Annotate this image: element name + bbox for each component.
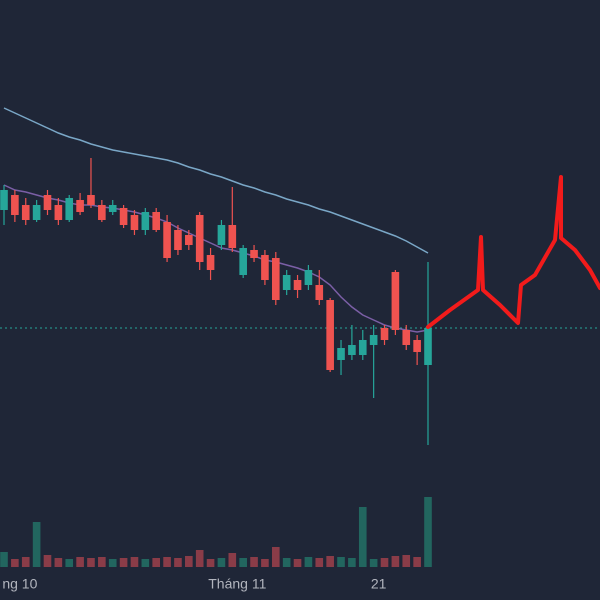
candle-body	[326, 300, 334, 370]
candle-body	[348, 345, 356, 355]
x-tick-label: Tháng 11	[208, 576, 266, 592]
volume-bar	[358, 507, 367, 567]
hand-drawn-projection	[426, 175, 600, 329]
candle-body	[108, 205, 117, 212]
volume-bar	[261, 559, 269, 567]
volume-bar	[206, 559, 215, 567]
volume-bar	[217, 558, 226, 567]
volume-bar	[119, 558, 128, 567]
candle-body	[163, 222, 171, 258]
volume-bar	[43, 555, 52, 567]
volume-bar	[163, 557, 171, 567]
candle-body	[337, 348, 345, 360]
candle-body	[195, 215, 204, 262]
candle-body	[413, 340, 421, 352]
volume-bar	[174, 558, 182, 567]
volume-bar	[293, 559, 302, 567]
volume-bar	[98, 557, 106, 567]
volume-bar	[271, 547, 280, 567]
volume-bar	[76, 557, 84, 567]
volume-bar	[402, 555, 411, 567]
moving-average	[3, 107, 429, 254]
candle-body	[32, 205, 41, 220]
candle-body	[424, 328, 432, 365]
volume-bar	[369, 559, 378, 567]
candle-body	[76, 200, 84, 212]
candle-body	[304, 270, 313, 285]
volume-bar	[87, 558, 95, 567]
volume-bar	[130, 557, 139, 567]
candle-body	[87, 195, 95, 205]
volume-bar	[108, 559, 117, 567]
candle-body	[65, 198, 74, 220]
candle-body	[206, 255, 215, 270]
volume-bar	[185, 556, 193, 567]
candle-body	[239, 248, 247, 275]
volume-bar	[304, 557, 313, 567]
volume-bar	[424, 497, 432, 567]
volume-bar	[11, 559, 19, 567]
volume-bar	[54, 558, 63, 567]
candle-body	[369, 335, 378, 345]
volume-bar	[32, 522, 41, 567]
volume-bar	[152, 558, 161, 567]
candle-body	[152, 212, 161, 230]
candle-body	[228, 225, 237, 248]
volume-bar	[65, 559, 74, 567]
candle-body	[185, 235, 193, 245]
volume-bar	[391, 556, 400, 567]
candle-body	[282, 275, 291, 290]
candle-body	[0, 190, 8, 210]
candle-body	[250, 250, 258, 258]
candle-body	[130, 215, 139, 230]
volume-bar	[380, 558, 389, 567]
volume-bar	[348, 558, 356, 567]
volume-bar	[413, 557, 421, 567]
volume-bar	[326, 556, 334, 567]
candle-body	[391, 272, 400, 330]
candle-body	[174, 230, 182, 250]
candle-body	[261, 255, 269, 280]
candle-body	[21, 205, 30, 220]
volume-bar	[195, 550, 204, 567]
volume-bar	[337, 557, 345, 567]
candle-body	[141, 212, 150, 230]
volume-bar	[315, 558, 324, 567]
candle-body	[98, 205, 106, 220]
plot: ng 10 Tháng 11 21	[0, 107, 600, 592]
candle-body	[358, 340, 367, 355]
candle-body	[11, 195, 19, 215]
volume-bar	[21, 557, 30, 567]
volume-bar	[228, 553, 237, 567]
candle-body	[315, 285, 324, 300]
volume-bar	[250, 557, 258, 567]
candle-body	[43, 195, 52, 210]
candle-body	[54, 205, 63, 220]
candle-body	[402, 330, 411, 345]
candle-body	[271, 258, 280, 300]
x-tick-label: 21	[371, 576, 387, 592]
volume-bar	[141, 559, 150, 567]
candle-body	[293, 280, 302, 290]
volume-bar	[282, 558, 291, 567]
candle-body	[380, 328, 389, 340]
volume-bar	[239, 558, 247, 567]
x-tick-label: ng 10	[2, 576, 37, 592]
candle-body	[217, 225, 226, 245]
moving-average	[3, 184, 429, 333]
candle-body	[119, 208, 128, 225]
volume-bar	[0, 552, 8, 567]
